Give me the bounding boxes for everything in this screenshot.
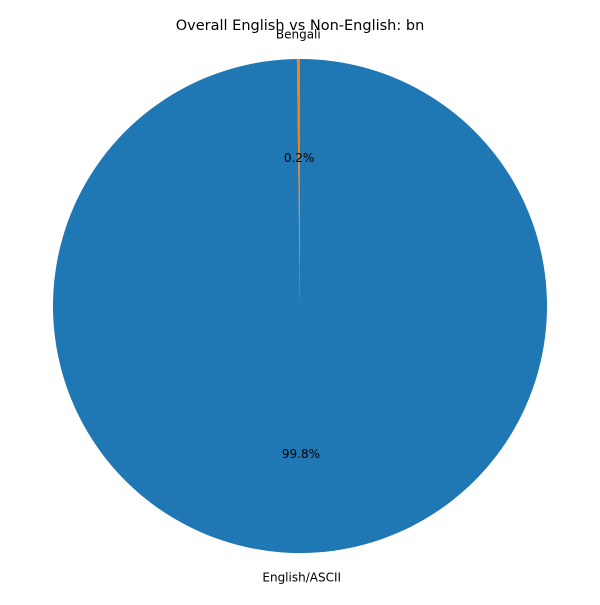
pie-slice-1 (52, 59, 547, 553)
pie-labels: Bengali 0.2% English/ASCII 99.8% (262, 27, 341, 584)
pie-slice-0 (296, 59, 300, 306)
chart-title: Overall English vs Non-English: bn (176, 18, 425, 34)
slice-percent-1: 99.8% (282, 447, 320, 461)
pie-slices (52, 59, 547, 553)
slice-label-0: Bengali (276, 27, 321, 41)
slice-percent-0: 0.2% (284, 151, 315, 165)
slice-label-1: English/ASCII (262, 571, 341, 585)
